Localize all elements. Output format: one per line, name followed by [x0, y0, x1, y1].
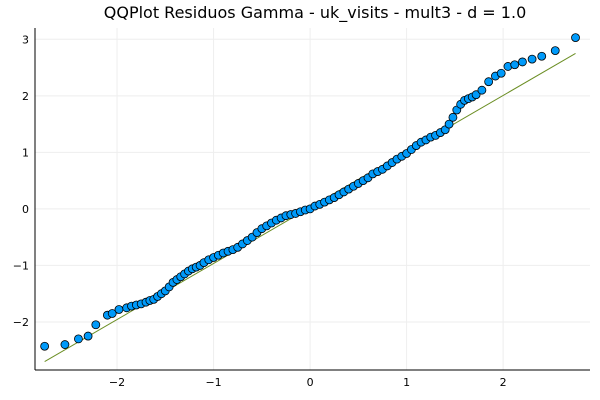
y-tick-label: 2 — [22, 90, 29, 103]
y-tick-label: 1 — [22, 146, 29, 159]
data-point — [471, 90, 481, 100]
data-point — [571, 33, 580, 43]
data-point — [550, 46, 560, 56]
x-tick-label: 0 — [307, 376, 314, 389]
y-tick-label: −1 — [13, 259, 29, 272]
data-point — [74, 334, 83, 344]
data-point — [83, 331, 93, 341]
data-point — [527, 54, 537, 64]
data-point — [518, 57, 527, 67]
data-point — [496, 68, 506, 78]
y-tick-label: 3 — [22, 33, 29, 46]
x-tick-label: −2 — [109, 376, 125, 389]
data-point — [477, 85, 487, 95]
data-point — [91, 320, 101, 330]
y-tick-label: −2 — [13, 316, 29, 329]
data-point — [40, 341, 50, 351]
data-point — [444, 119, 454, 129]
data-point — [510, 60, 520, 70]
x-tick-label: 2 — [500, 376, 507, 389]
data-point — [107, 309, 117, 318]
data-points — [40, 33, 580, 351]
data-point — [484, 77, 494, 87]
axes — [34, 28, 590, 371]
chart-title: QQPlot Residuos Gamma - uk_visits - mult… — [104, 3, 527, 23]
data-point — [60, 340, 70, 349]
data-point — [537, 51, 547, 61]
tick-labels: −2 −1 0 1 2 −2 −1 0 1 2 3 — [13, 33, 507, 389]
data-point — [114, 305, 124, 314]
x-tick-label: −1 — [205, 376, 221, 389]
data-point — [448, 112, 458, 122]
grid-lines — [35, 28, 590, 370]
x-tick-label: 1 — [403, 376, 410, 389]
y-tick-label: 0 — [22, 203, 29, 216]
